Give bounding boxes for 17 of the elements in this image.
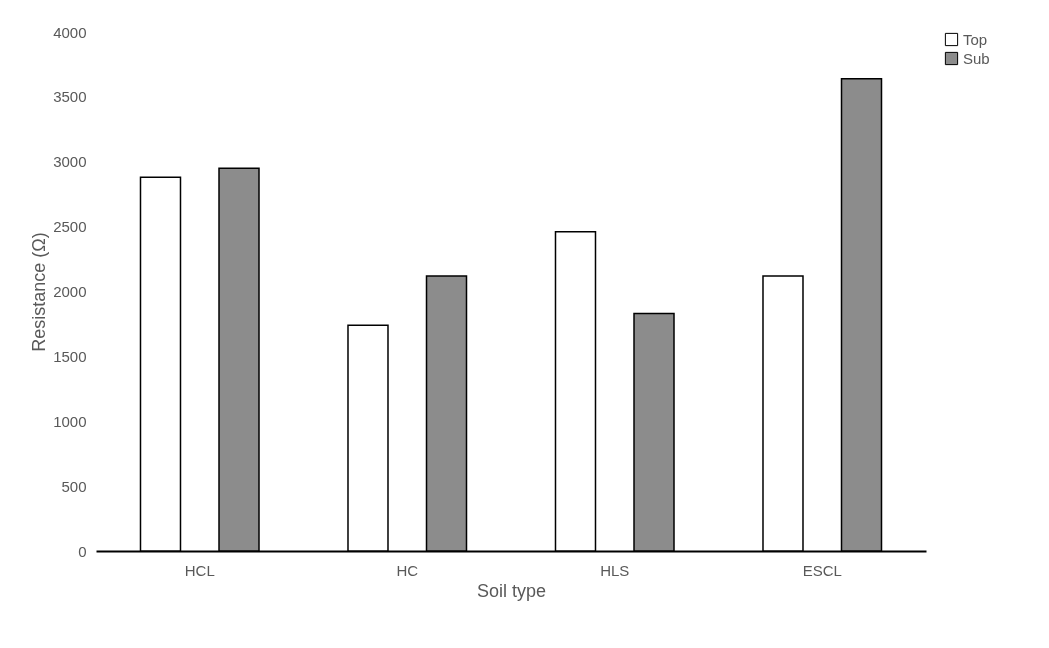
legend-label: Sub — [963, 49, 990, 67]
y-tick-label: 3500 — [53, 88, 87, 106]
y-tick-label: 2000 — [53, 283, 87, 300]
y-axis-title: Resistance (Ω) — [29, 232, 50, 352]
x-axis-title: Soil type — [476, 580, 547, 601]
x-tick-label: HCL — [184, 561, 215, 579]
x-tick-label: HC — [396, 561, 419, 579]
y-tick-label: 1000 — [53, 412, 87, 430]
x-tick-label: ESCL — [802, 561, 842, 579]
y-tick-label: 1500 — [53, 347, 87, 365]
legend-label: Top — [963, 30, 988, 48]
x-tick-label: HLS — [600, 561, 630, 579]
y-tick-label: 3000 — [53, 153, 87, 171]
y-tick-label: 4000 — [53, 23, 87, 41]
y-tick-label: 0 — [78, 542, 87, 560]
y-tick-label: 500 — [61, 477, 87, 495]
y-tick-label: 2500 — [53, 218, 87, 236]
